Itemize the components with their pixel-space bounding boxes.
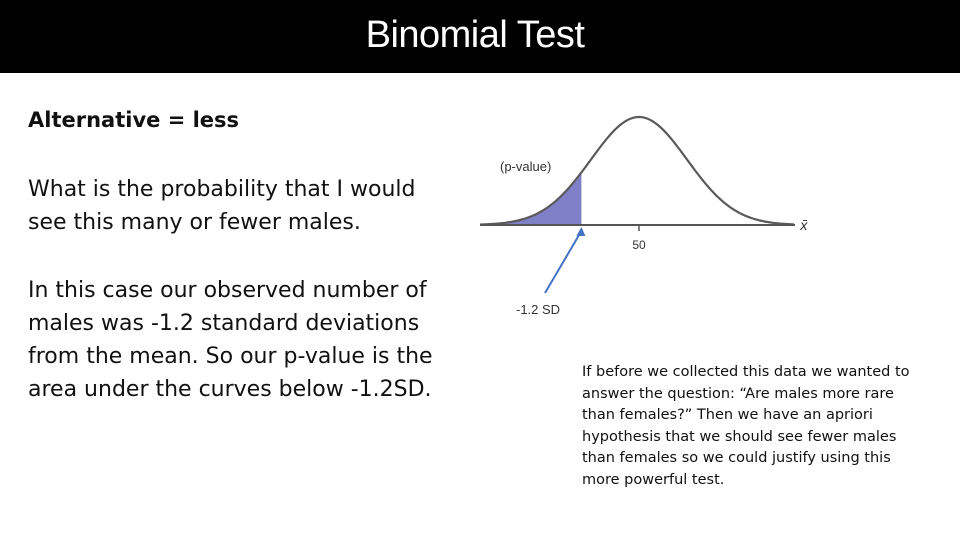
p-value-label: (p-value) [500,159,551,174]
title-bar [0,0,960,73]
question-paragraph: What is the probability that I would see… [28,177,416,235]
normal-curve [479,115,795,226]
side-note: If before we collected this data we want… [582,364,910,488]
axis-symbol-label: x̄ [799,219,808,234]
cut-label: -1.2 SD [516,302,560,317]
slide-title: Binomial Test [365,14,585,56]
slide-subtitle: Alternative = less [28,108,240,132]
p-value-region [480,172,582,225]
center-tick-label: 50 [632,238,646,252]
cut-arrow [544,230,583,294]
normal-curve-figure: 50 (p-value) x̄ -1.2 SD [470,95,830,335]
cut-arrow-head [576,227,586,236]
normal-curve-svg: 50 (p-value) x̄ -1.2 SD [479,115,808,317]
explanation-paragraph: In this case our observed number of male… [28,278,433,402]
